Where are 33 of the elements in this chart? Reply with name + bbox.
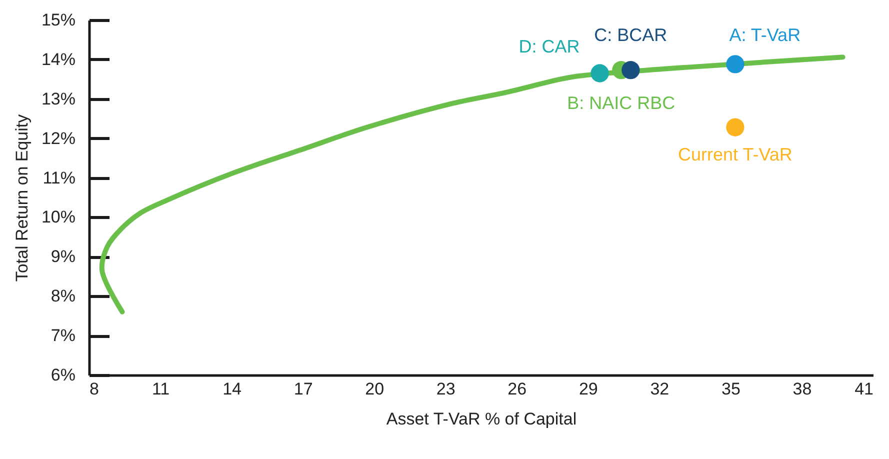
series-label: D: CAR — [518, 36, 580, 56]
point — [726, 118, 744, 136]
x-tick-label: 35 — [721, 380, 740, 398]
point — [590, 64, 609, 82]
point — [726, 55, 744, 74]
y-tick-label: 15% — [41, 10, 76, 30]
x-tick-label: 14 — [222, 380, 242, 398]
x-tick-label: 11 — [152, 380, 170, 398]
x-tick-label: 32 — [650, 380, 670, 398]
point — [622, 61, 640, 80]
x-tick-label: 38 — [792, 380, 812, 398]
series-label: Current T-VaR — [678, 144, 792, 164]
y-tick-label: 10% — [41, 208, 76, 227]
y-tick-label: 9% — [50, 247, 76, 266]
x-tick-label: 29 — [578, 380, 598, 398]
series-label: A: T-VaR — [729, 25, 801, 46]
x-tick-label: 8 — [90, 380, 99, 398]
y-tick-label: 11% — [42, 168, 76, 188]
x-axis-title: Asset T-VaR % of Capital — [386, 410, 577, 428]
series-label: B: NAIC RBC — [567, 93, 676, 114]
x-tick-label: 20 — [365, 380, 384, 398]
y-tick-label: 13% — [41, 89, 76, 108]
y-axis-title: Total Return on Equity — [12, 114, 32, 282]
x-tick-label: 23 — [436, 380, 456, 398]
x-tick-label: 17 — [294, 380, 313, 398]
y-tick-label: 12% — [41, 128, 76, 148]
x-tick-label: 26 — [508, 380, 527, 398]
x-tick-label: 41 — [854, 380, 874, 398]
y-tick-label: 14% — [41, 50, 76, 69]
y-tick-label: 7% — [50, 326, 76, 346]
y-tick-label: 8% — [50, 286, 76, 306]
series-label: C: BCAR — [594, 25, 668, 46]
y-tick-label: 6% — [50, 366, 76, 384]
